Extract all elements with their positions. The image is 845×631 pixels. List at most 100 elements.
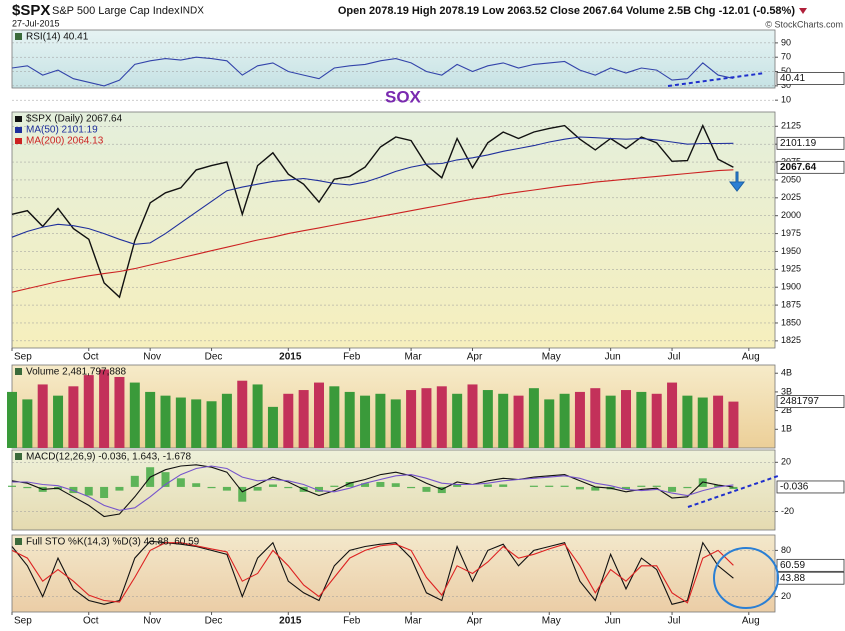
value-callout: 43.88	[780, 573, 805, 584]
exchange: INDX	[180, 6, 204, 17]
legend-swatch	[15, 116, 22, 122]
x-tick-label: Jun	[605, 352, 621, 363]
y-tick-label: 1825	[781, 335, 801, 345]
x-tick-label: Nov	[143, 616, 161, 627]
y-tick-label: 3B	[781, 386, 792, 396]
y-tick-label: 2050	[781, 174, 801, 184]
trend-line	[667, 72, 766, 87]
x-tick-label: Aug	[742, 616, 760, 627]
y-tick-label: 80	[781, 545, 791, 555]
y-tick-label: 1925	[781, 264, 801, 274]
y-tick-label: 30	[781, 80, 791, 90]
histogram-bar	[222, 486, 231, 491]
y-tick-label: 1950	[781, 246, 801, 256]
x-tick-label: Jun	[605, 616, 621, 627]
histogram-bar	[622, 486, 630, 490]
volume-bar	[390, 399, 401, 448]
histogram-bar	[23, 486, 32, 489]
histogram-bar	[253, 486, 262, 491]
volume-bar	[83, 375, 94, 448]
histogram-bar	[192, 483, 201, 487]
volume-bar	[436, 386, 447, 448]
y-tick-label: 2025	[781, 192, 801, 202]
value-callout: -0.036	[780, 482, 809, 493]
volume-bar	[160, 395, 171, 448]
volume-bar	[574, 391, 585, 448]
date: 27-Jul-2015	[12, 18, 60, 28]
x-tick-label: Jul	[668, 616, 681, 627]
volume-bar	[344, 391, 355, 448]
value-callout: 2101.19	[780, 138, 817, 149]
volume-bar	[68, 386, 79, 448]
arrow	[728, 171, 746, 192]
panel-title: MACD(12,26,9) -0.036, 1.643, -1.678	[26, 452, 192, 463]
histogram-bar	[161, 472, 170, 487]
y-tick-label: 1875	[781, 299, 801, 309]
x-tick-label: Sep	[14, 616, 32, 627]
histogram-bar	[407, 486, 416, 489]
histogram-bar	[361, 483, 370, 487]
series-line	[11, 464, 734, 518]
volume-bar	[728, 401, 739, 448]
value-callout: 2481797	[780, 396, 819, 407]
histogram-bar	[8, 485, 16, 487]
volume-bar	[590, 388, 601, 448]
x-tick-label: Apr	[467, 352, 483, 363]
histogram-bar	[315, 486, 323, 492]
histogram-bar	[69, 486, 78, 494]
x-tick-label: 2015	[279, 352, 302, 363]
x-tick-label: Oct	[83, 352, 99, 363]
volume-bar	[360, 395, 371, 448]
value-callout-box	[776, 160, 845, 174]
histogram-bar	[345, 482, 354, 487]
volume-bar	[421, 388, 432, 448]
y-tick-label: 4B	[781, 368, 792, 378]
series-line	[11, 542, 734, 604]
x-tick-label: Dec	[205, 352, 223, 363]
volume-bar	[283, 393, 294, 448]
volume-bar	[114, 376, 125, 448]
series-line	[11, 56, 734, 87]
volume-bar	[605, 395, 616, 448]
x-tick-label: May	[542, 616, 561, 627]
histogram-bar	[499, 484, 508, 487]
histogram-bar	[100, 486, 109, 498]
histogram-bar	[284, 486, 293, 489]
volume-bar	[267, 406, 278, 448]
volume-bar	[667, 382, 678, 448]
histogram-bar	[422, 486, 431, 492]
legend-label: $SPX (Daily) 2067.64	[26, 114, 123, 125]
highlight-circle	[713, 547, 779, 609]
y-tick-label: 1850	[781, 317, 801, 327]
volume-bar	[206, 401, 217, 448]
histogram-bar	[683, 486, 692, 489]
legend-label: MA(50) 2101.19	[26, 125, 98, 136]
histogram-bar	[437, 486, 446, 494]
histogram-bar	[391, 483, 400, 487]
volume-bar	[544, 399, 555, 448]
panel-marker	[15, 453, 22, 460]
y-tick-label: -20	[781, 506, 794, 516]
value-callout-box	[776, 558, 845, 572]
histogram-bar	[637, 485, 646, 487]
panel-marker	[15, 33, 22, 40]
y-tick-label: 1975	[781, 228, 801, 238]
series-line	[11, 169, 734, 293]
volume-bar	[329, 386, 340, 448]
series-line	[11, 136, 734, 245]
panel-marker	[15, 538, 22, 545]
y-tick-label: 1B	[781, 424, 792, 434]
histogram-bar	[330, 485, 339, 487]
volume-bar	[7, 391, 17, 448]
histogram-bar	[575, 486, 584, 490]
symbol: $SPX	[12, 2, 50, 19]
x-tick-label: Feb	[343, 616, 361, 627]
y-tick-label: 2B	[781, 405, 792, 415]
volume-bar	[252, 384, 263, 448]
trend-line	[687, 475, 779, 508]
x-tick-label: Aug	[742, 352, 760, 363]
histogram-bar	[591, 486, 600, 491]
histogram-bar	[729, 486, 738, 489]
histogram-bar	[668, 486, 677, 492]
x-tick-label: Feb	[343, 352, 361, 363]
